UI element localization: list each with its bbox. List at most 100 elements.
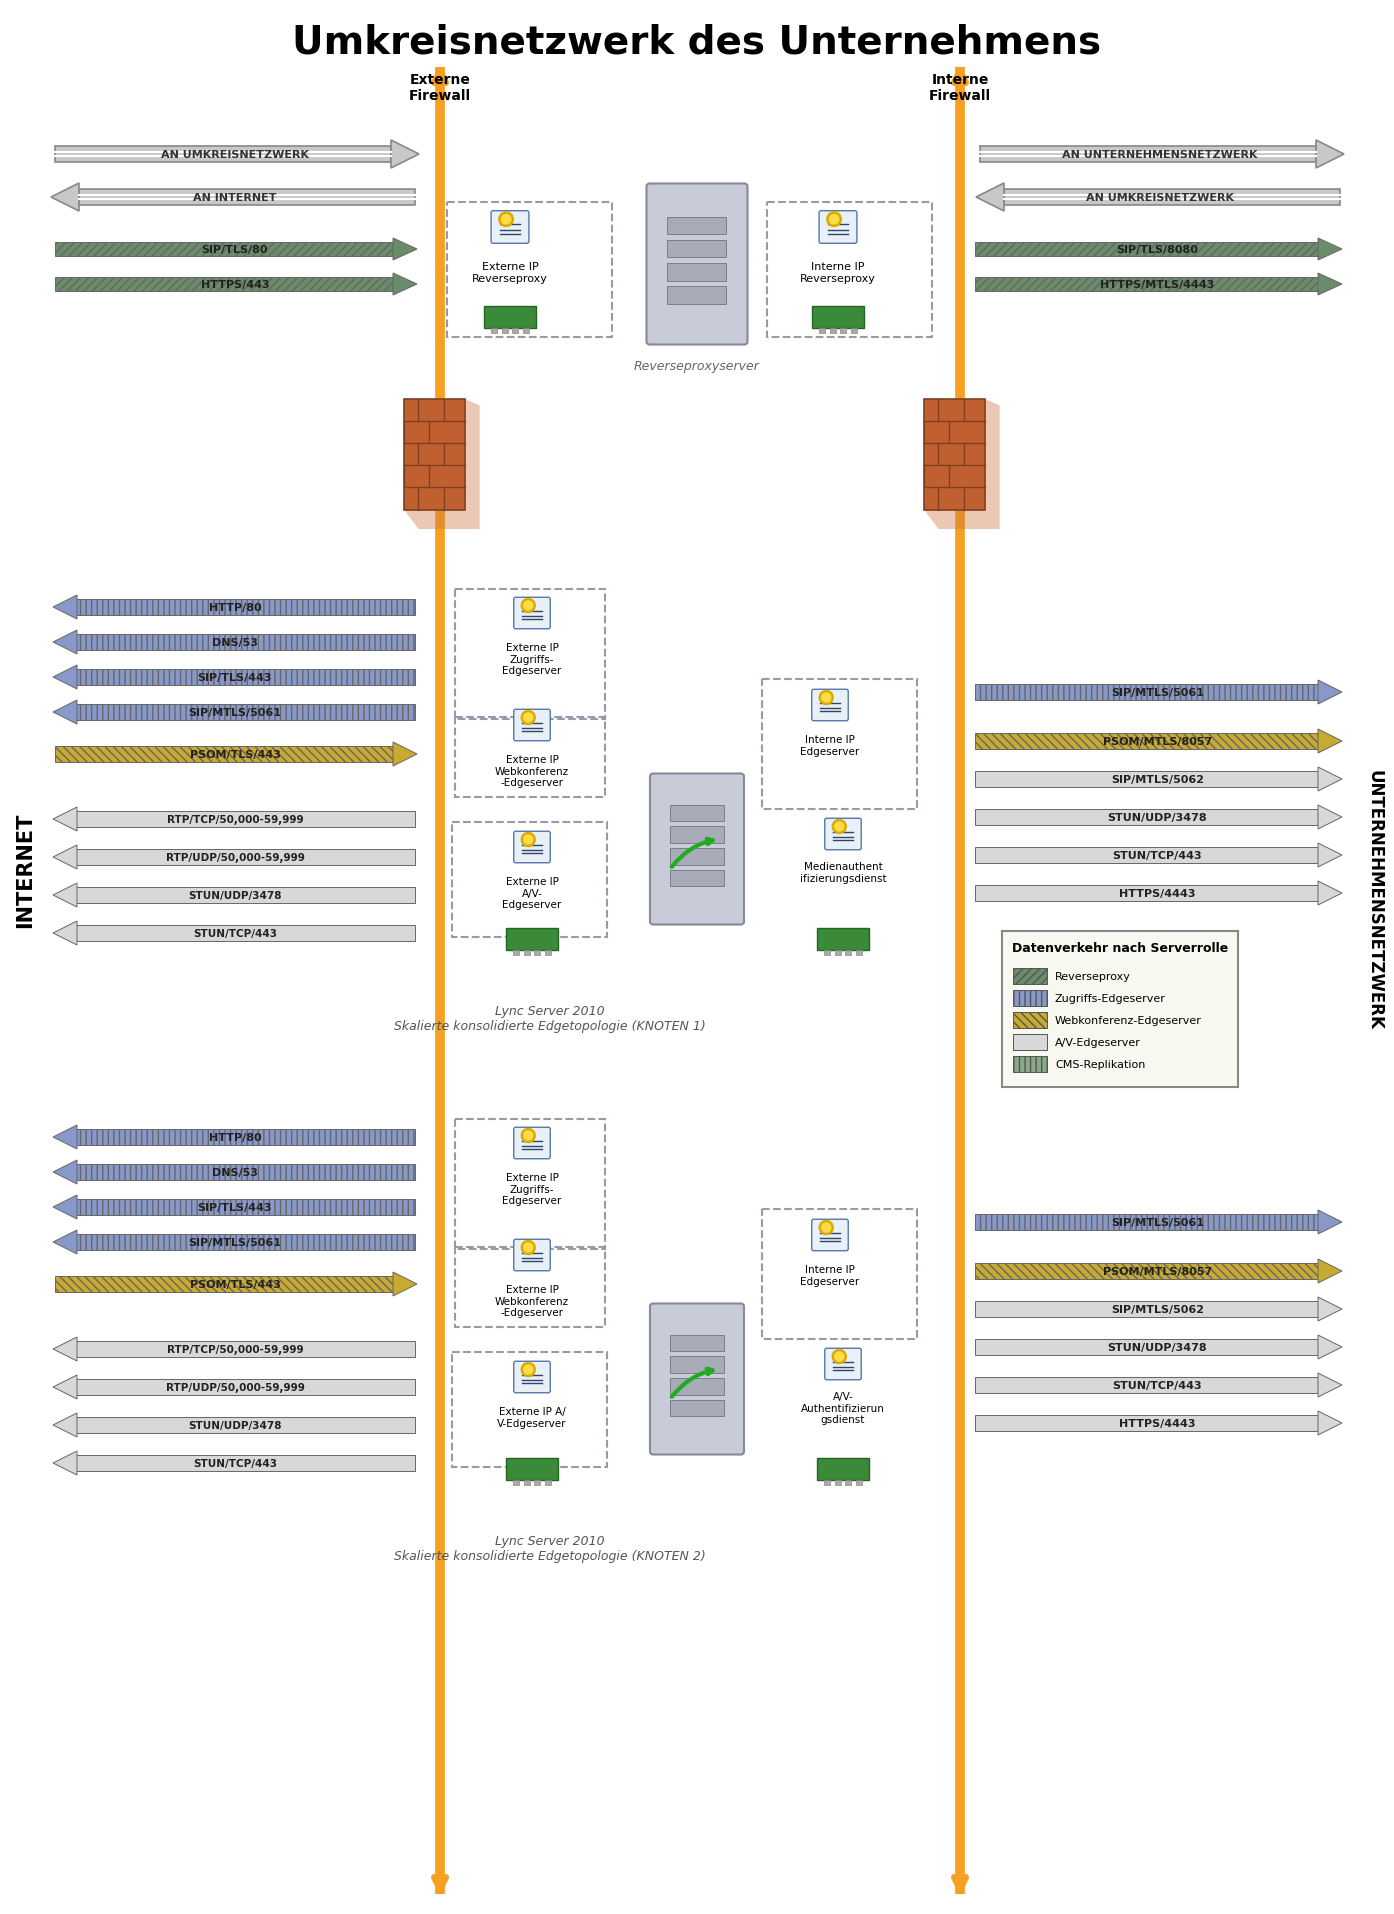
Text: CMS-Replikation: CMS-Replikation — [1055, 1060, 1146, 1070]
Text: STUN/UDP/3478: STUN/UDP/3478 — [1108, 813, 1207, 823]
Polygon shape — [75, 635, 415, 651]
Polygon shape — [54, 1277, 395, 1292]
Polygon shape — [1317, 844, 1342, 867]
Polygon shape — [1317, 1210, 1342, 1235]
FancyBboxPatch shape — [514, 710, 551, 741]
FancyBboxPatch shape — [845, 1480, 852, 1485]
FancyBboxPatch shape — [669, 1378, 725, 1395]
Text: Interne
Firewall: Interne Firewall — [928, 73, 991, 103]
Text: Umkreisnetzwerk des Unternehmens: Umkreisnetzwerk des Unternehmens — [293, 23, 1101, 61]
FancyBboxPatch shape — [514, 833, 551, 863]
Polygon shape — [53, 921, 77, 946]
FancyBboxPatch shape — [514, 1361, 551, 1393]
Text: AN UNTERNEHMENSNETZWERK: AN UNTERNEHMENSNETZWERK — [1062, 149, 1257, 161]
FancyBboxPatch shape — [835, 951, 841, 955]
Text: Interne IP
Edgeserver: Interne IP Edgeserver — [800, 1265, 860, 1286]
Polygon shape — [1317, 882, 1342, 905]
Polygon shape — [976, 184, 1004, 212]
FancyBboxPatch shape — [513, 1480, 520, 1485]
FancyBboxPatch shape — [1013, 1034, 1047, 1051]
Polygon shape — [75, 1418, 415, 1434]
Polygon shape — [53, 1376, 77, 1399]
Text: DNS/53: DNS/53 — [212, 1168, 258, 1177]
Text: A/V-Edgeserver: A/V-Edgeserver — [1055, 1037, 1140, 1047]
Text: Externe IP
Zugriffs-
Edgeserver: Externe IP Zugriffs- Edgeserver — [502, 643, 562, 676]
Polygon shape — [75, 1129, 415, 1145]
Text: STUN/UDP/3478: STUN/UDP/3478 — [188, 1420, 282, 1430]
Text: RTP/UDP/50,000-59,999: RTP/UDP/50,000-59,999 — [166, 852, 304, 863]
Polygon shape — [75, 1455, 415, 1472]
FancyBboxPatch shape — [524, 1480, 530, 1485]
FancyBboxPatch shape — [825, 819, 861, 850]
Polygon shape — [75, 1380, 415, 1395]
Polygon shape — [53, 846, 77, 869]
Polygon shape — [75, 850, 415, 865]
FancyBboxPatch shape — [669, 1334, 725, 1351]
Text: AN UMKREISNETZWERK: AN UMKREISNETZWERK — [1086, 193, 1234, 203]
Circle shape — [524, 1244, 533, 1252]
Circle shape — [521, 1129, 535, 1143]
Text: Webkonferenz-Edgeserver: Webkonferenz-Edgeserver — [1055, 1016, 1202, 1026]
Text: Interne IP
Edgeserver: Interne IP Edgeserver — [800, 735, 860, 756]
FancyBboxPatch shape — [669, 1357, 725, 1372]
Text: Externe IP
A/V-
Edgeserver: Externe IP A/V- Edgeserver — [502, 877, 562, 909]
Circle shape — [832, 1349, 846, 1365]
Polygon shape — [980, 147, 1316, 163]
Polygon shape — [53, 1196, 77, 1219]
Circle shape — [820, 691, 834, 704]
Circle shape — [829, 216, 839, 224]
Polygon shape — [974, 1416, 1320, 1432]
Polygon shape — [393, 239, 417, 260]
FancyBboxPatch shape — [1013, 1013, 1047, 1028]
Polygon shape — [974, 1340, 1320, 1355]
FancyBboxPatch shape — [545, 1480, 551, 1485]
FancyBboxPatch shape — [534, 1480, 541, 1485]
FancyBboxPatch shape — [829, 329, 836, 333]
Text: HTTPS/4443: HTTPS/4443 — [1119, 1418, 1196, 1428]
FancyBboxPatch shape — [669, 827, 725, 844]
Circle shape — [832, 819, 846, 835]
Text: Medienauthent
ifizierungsdienst: Medienauthent ifizierungsdienst — [800, 861, 887, 882]
Text: PSOM/MTLS/8057: PSOM/MTLS/8057 — [1103, 737, 1213, 746]
Text: STUN/TCP/443: STUN/TCP/443 — [1112, 850, 1202, 861]
Text: Externe IP
Reverseproxy: Externe IP Reverseproxy — [473, 262, 548, 283]
Text: STUN/TCP/443: STUN/TCP/443 — [192, 1458, 277, 1468]
Polygon shape — [75, 599, 415, 616]
Polygon shape — [1317, 1259, 1342, 1282]
Text: SIP/MTLS/5062: SIP/MTLS/5062 — [1111, 1303, 1204, 1315]
FancyBboxPatch shape — [492, 329, 498, 333]
Polygon shape — [1004, 189, 1340, 207]
FancyBboxPatch shape — [824, 1480, 831, 1485]
FancyBboxPatch shape — [650, 773, 744, 924]
Text: HTTPS/MTLS/4443: HTTPS/MTLS/4443 — [1100, 279, 1214, 289]
Polygon shape — [75, 1200, 415, 1215]
Polygon shape — [75, 812, 415, 827]
Text: SIP/MTLS/5061: SIP/MTLS/5061 — [1111, 687, 1204, 697]
Polygon shape — [974, 1302, 1320, 1317]
Text: Datenverkehr nach Serverrolle: Datenverkehr nach Serverrolle — [1012, 942, 1228, 955]
Polygon shape — [54, 278, 395, 293]
Polygon shape — [974, 1378, 1320, 1393]
Text: DNS/53: DNS/53 — [212, 637, 258, 647]
FancyBboxPatch shape — [514, 1127, 551, 1160]
Polygon shape — [924, 400, 999, 530]
Text: INTERNET: INTERNET — [15, 812, 35, 926]
Circle shape — [821, 1223, 831, 1233]
Polygon shape — [974, 848, 1320, 863]
Text: Lync Server 2010
Skalierte konsolidierte Edgetopologie (KNOTEN 1): Lync Server 2010 Skalierte konsolidierte… — [395, 1005, 705, 1032]
Polygon shape — [53, 884, 77, 907]
Circle shape — [524, 1131, 533, 1141]
Polygon shape — [974, 685, 1320, 701]
FancyBboxPatch shape — [668, 218, 726, 235]
Polygon shape — [974, 810, 1320, 825]
Polygon shape — [1317, 1298, 1342, 1321]
FancyBboxPatch shape — [850, 329, 856, 333]
Polygon shape — [53, 632, 77, 655]
Text: Externe IP
Webkonferenz
-Edgeserver: Externe IP Webkonferenz -Edgeserver — [495, 1284, 569, 1317]
Polygon shape — [974, 1263, 1320, 1279]
Circle shape — [521, 833, 535, 848]
Circle shape — [524, 836, 533, 844]
Text: SIP/MTLS/5061: SIP/MTLS/5061 — [188, 1236, 282, 1248]
FancyBboxPatch shape — [820, 212, 857, 245]
FancyBboxPatch shape — [835, 1480, 841, 1485]
